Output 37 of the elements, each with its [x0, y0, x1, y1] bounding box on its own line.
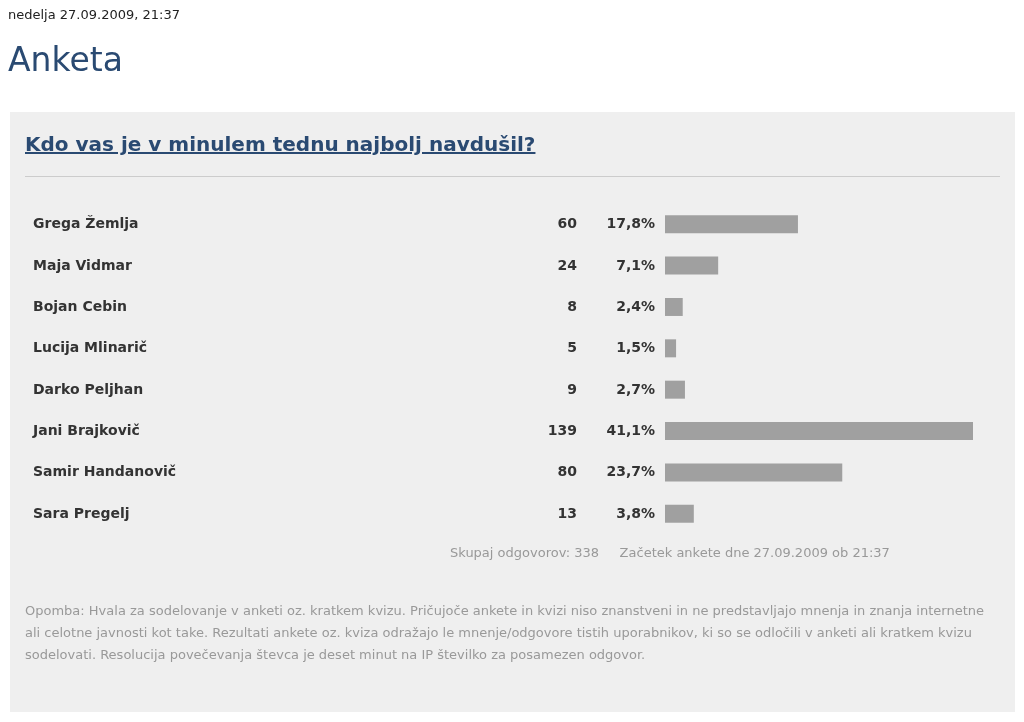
- y-tick-label: Maja Vidmar: [33, 256, 132, 273]
- text: 7,1%: [616, 256, 655, 273]
- data-label: 24: [557, 256, 578, 273]
- bar: [665, 256, 719, 275]
- data-label: 5: [567, 339, 577, 356]
- bar: [665, 380, 685, 399]
- text: 3,8%: [616, 504, 655, 521]
- text: Anketa: [8, 40, 123, 79]
- data-label: 80: [557, 463, 578, 480]
- text: Kdo vas je v minulem tednu najbolj navdušil?: [25, 132, 536, 156]
- data-label: 9: [567, 380, 577, 397]
- text: 2,4%: [616, 297, 655, 314]
- bar: [665, 215, 798, 234]
- text: 23,7%: [606, 463, 655, 480]
- y-tick-label: Darko Peljhan: [33, 380, 144, 397]
- text: 41,1%: [606, 422, 655, 439]
- y-tick-label: Sara Pregelj: [33, 504, 130, 521]
- bar: [665, 504, 694, 523]
- data-label: 139: [547, 422, 577, 439]
- data-label: 8: [567, 297, 577, 314]
- text: 2,7%: [616, 380, 655, 397]
- y-tick-label: Grega Žemlja: [33, 215, 139, 232]
- y-tick-label: Samir Handanovič: [33, 463, 177, 480]
- text: nedelja 27.09.2009, 21:37: [8, 7, 180, 22]
- text: Opomba: Hvala za sodelovanje v anketi oz. kratkem kvizu. Pričujoče ankete in kvizi niso znanstveni in ne predstavljajo mnenja in znanja internetne ali celotne javnosti kot take. Rezultati ankete oz. kviza odražajo le mnenje/odgovore tistih uporabnikov, ki so se odločili v anketi ali kratkem kvizu sodelovati. Resolucija povečevanja števca je deset minut na IP številko za posamezen odgovor.: [25, 602, 985, 664]
- y-tick-label: Jani Brajkovič: [32, 422, 140, 439]
- bar: [665, 297, 683, 316]
- data-label: 13: [557, 504, 577, 521]
- bar: [665, 463, 843, 482]
- bar: [665, 422, 973, 441]
- y-tick-label: Bojan Cebin: [33, 297, 127, 314]
- text: Skupaj odgovorov: 338 Začetek ankete dne 27.09.2009 ob 21:37: [450, 545, 890, 560]
- y-tick-label: Lucija Mlinarič: [33, 339, 148, 356]
- text: 17,8%: [606, 215, 655, 232]
- bar: [665, 339, 677, 358]
- data-label: 60: [557, 215, 578, 232]
- text: 1,5%: [616, 339, 655, 356]
